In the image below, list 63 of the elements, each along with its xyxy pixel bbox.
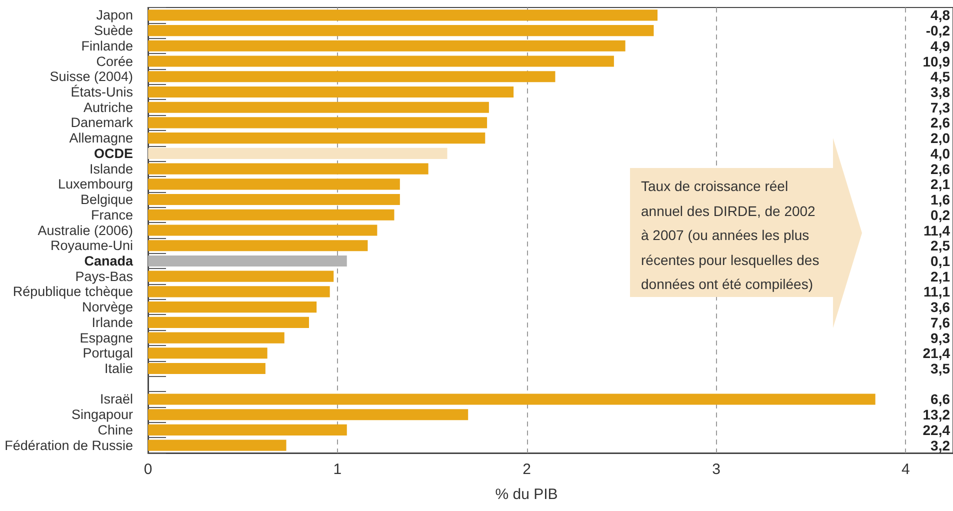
- annotation: 10,9: [922, 53, 950, 70]
- annotation: 3,8: [930, 84, 950, 100]
- x-tick-label: 2: [522, 461, 531, 478]
- y-tick-label: Autriche: [83, 100, 133, 115]
- annotation: 2,1: [930, 268, 950, 284]
- y-tick-label: Pays-Bas: [75, 268, 134, 284]
- annotation: 9,3: [930, 330, 950, 346]
- y-tick-label: Corée: [96, 54, 133, 69]
- annotation: 0,2: [930, 206, 950, 223]
- annotation: 4,8: [930, 7, 950, 24]
- y-tick-label: Irlande: [92, 314, 133, 330]
- y-tick-label: États-Unis: [70, 84, 134, 100]
- y-tick-label: République tchèque: [12, 284, 133, 300]
- y-tick-label: Singapour: [71, 407, 134, 422]
- y-tick-label: Japon: [96, 8, 133, 23]
- y-tick-label: Espagne: [80, 330, 133, 346]
- annotation: 13,2: [922, 406, 950, 423]
- x-axis-title: % du PIB: [495, 486, 558, 503]
- annotation: 7,3: [930, 99, 950, 116]
- y-tick-label: France: [90, 207, 133, 222]
- annotation: 2,1: [930, 176, 950, 192]
- annotation: 2,5: [930, 238, 950, 254]
- y-tick-label: Belgique: [80, 192, 133, 208]
- x-tick-label: 0: [144, 461, 152, 478]
- y-tick-label: Danemark: [70, 115, 134, 130]
- annotation: 11,1: [924, 284, 950, 300]
- x-tick-label: 1: [333, 461, 342, 478]
- annotation: 11,4: [924, 222, 950, 238]
- y-tick-label: Norvège: [82, 300, 133, 315]
- y-tick-label: Canada: [84, 253, 134, 268]
- y-tick-label: OCDE: [94, 146, 133, 161]
- x-tick-label: 3: [712, 461, 720, 478]
- annotation: 1,6: [930, 192, 950, 208]
- y-tick-label: Chine: [98, 422, 133, 438]
- annotation: Taux de croissance réel annuel des DIRDE, de 2002 à 2007 (ou années les plus récentes pour lesquelles des données ont été compilées): [641, 177, 820, 294]
- annotation: 2,0: [930, 130, 950, 146]
- y-tick-label: Finlande: [81, 38, 133, 54]
- annotation: 21,4: [922, 345, 950, 362]
- annotation: 3,5: [930, 360, 950, 377]
- annotation: 0,1: [930, 252, 950, 269]
- annotation: 4,0: [930, 145, 950, 162]
- annotation: 3,2: [930, 437, 950, 454]
- y-tick-label: Royaume-Uni: [50, 238, 133, 254]
- y-tick-label: Australie (2006): [38, 222, 133, 238]
- annotation: 4,9: [930, 38, 950, 54]
- y-tick-label: Fédération de Russie: [4, 438, 133, 453]
- y-tick-label: Suède: [94, 23, 133, 38]
- y-tick-label: Suisse (2004): [50, 69, 133, 84]
- y-tick-label: Italie: [104, 361, 133, 376]
- annotation: 2,6: [930, 114, 950, 131]
- annotation: 3,6: [930, 299, 950, 316]
- annotation: -0,2: [926, 22, 950, 39]
- y-tick-label: Portugal: [82, 346, 133, 361]
- annotation: 6,6: [930, 391, 950, 408]
- annotation: 2,6: [930, 160, 950, 177]
- annotation: 4,5: [930, 68, 950, 85]
- annotation: 7,6: [930, 314, 950, 330]
- annotation: 22,4: [922, 422, 950, 438]
- y-tick-label: Islande: [89, 161, 133, 176]
- x-tick-label: 4: [901, 461, 910, 478]
- y-tick-label: Allemagne: [69, 130, 133, 146]
- y-tick-label: Israël: [100, 392, 133, 407]
- y-tick-label: Luxembourg: [58, 176, 133, 192]
